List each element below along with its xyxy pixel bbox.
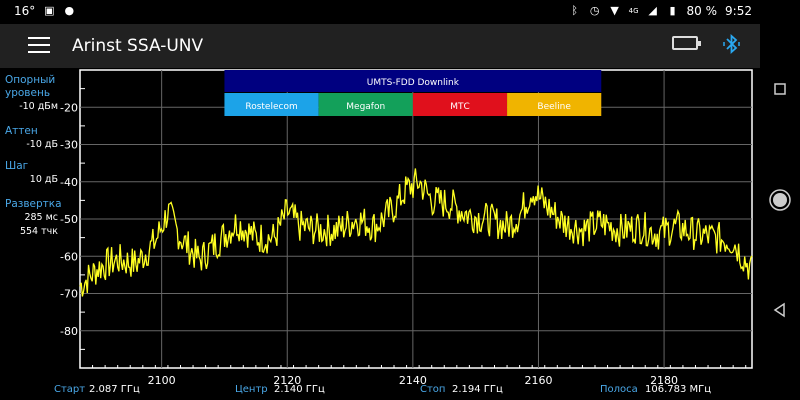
battery-status-icon: ▮ (669, 4, 676, 17)
x-tick-label: 2140 (399, 374, 427, 387)
stop-label[interactable]: Стоп (420, 384, 446, 395)
clock: 9:52 (725, 4, 752, 18)
y-tick-label: -30 (60, 139, 78, 152)
sweep-points-value[interactable]: 554 тчк (19, 226, 58, 237)
span-value[interactable]: 106.783 МГц (645, 384, 712, 395)
signal-icon: ◢ (648, 4, 657, 17)
y-tick-label: -50 (60, 213, 78, 226)
band-bar (224, 70, 602, 92)
back-icon[interactable] (766, 296, 794, 324)
network-type-text: 4G (628, 7, 639, 15)
spectrum-chart[interactable]: -20 -30 -40 -50 -60 -70 -80 2100 2120 2140 2160 218… (60, 68, 760, 400)
bluetooth-icon[interactable] (722, 33, 742, 55)
microphone-icon: ● (64, 4, 75, 17)
bluetooth-status-icon: ᛒ (571, 4, 578, 17)
atten-label[interactable]: Аттен (5, 125, 38, 137)
sweep-time-value[interactable]: 285 мс (24, 212, 58, 223)
hamburger-menu-icon[interactable] (28, 37, 50, 55)
stop-value[interactable]: 2.194 ГГц (452, 384, 503, 395)
alarm-icon: ◷ (589, 4, 600, 17)
image-icon: ▣ (44, 4, 55, 17)
home-icon[interactable] (766, 186, 794, 214)
y-tick-label: -40 (60, 176, 78, 189)
app-bar: Arinst SSA-UNV (0, 24, 760, 68)
y-tick-label: -60 (60, 250, 78, 263)
span-label[interactable]: Полоса (600, 384, 638, 395)
operator-bar (507, 93, 602, 116)
operator-bar (224, 93, 319, 116)
step-label[interactable]: Шаг (5, 160, 29, 172)
y-tick-label: -20 (60, 101, 78, 114)
x-tick-label: 2160 (524, 374, 552, 387)
ref-level-value[interactable]: -10 дБм (19, 101, 58, 112)
x-tick-label: 2120 (273, 374, 301, 387)
center-value[interactable]: 2.140 ГГц (274, 384, 325, 395)
operator-label: Beeline (537, 102, 571, 112)
recents-icon[interactable] (766, 75, 794, 103)
y-tick-label: -80 (60, 325, 78, 338)
wifi-icon: ▼ (610, 4, 619, 17)
x-tick-label: 2180 (650, 374, 678, 387)
app-title: Arinst SSA-UNV (72, 36, 204, 56)
sweep-label[interactable]: Развертка (5, 198, 62, 210)
operator-label: МТС (450, 102, 470, 112)
operator-label: Megafon (346, 102, 385, 112)
y-tick-label: -70 (60, 288, 78, 301)
start-value[interactable]: 2.087 ГГц (89, 384, 140, 395)
ref-level-label[interactable]: Опорный уровень (5, 74, 56, 99)
atten-value[interactable]: -10 дБ (26, 139, 58, 150)
start-label[interactable]: Старт (54, 384, 86, 395)
system-nav-bar (760, 0, 800, 400)
frequency-bar: Старт 2.087 ГГц Центр 2.140 ГГц Стоп 2.1… (0, 384, 760, 400)
operator-label: Rostelecom (245, 102, 297, 112)
battery-percent: 80 % (686, 4, 718, 18)
operator-bar (412, 93, 508, 116)
x-tick-label: 2100 (148, 374, 176, 387)
device-battery-icon[interactable] (672, 36, 701, 50)
band-label: UMTS-FDD Downlink (367, 78, 460, 88)
spectrum-trace (79, 168, 753, 297)
temperature-text: 16° (14, 4, 36, 18)
center-label[interactable]: Центр (235, 384, 268, 395)
operator-bar (318, 93, 413, 116)
parameters-panel: Опорный уровень -10 дБм Аттен -10 дБ Шаг… (0, 68, 62, 378)
step-value[interactable]: 10 дБ (29, 174, 58, 185)
status-bar: 16° ▣ ● ᛒ ◷ ▼ 4G ◢ ▮ 80 % 9:52 (0, 0, 760, 24)
